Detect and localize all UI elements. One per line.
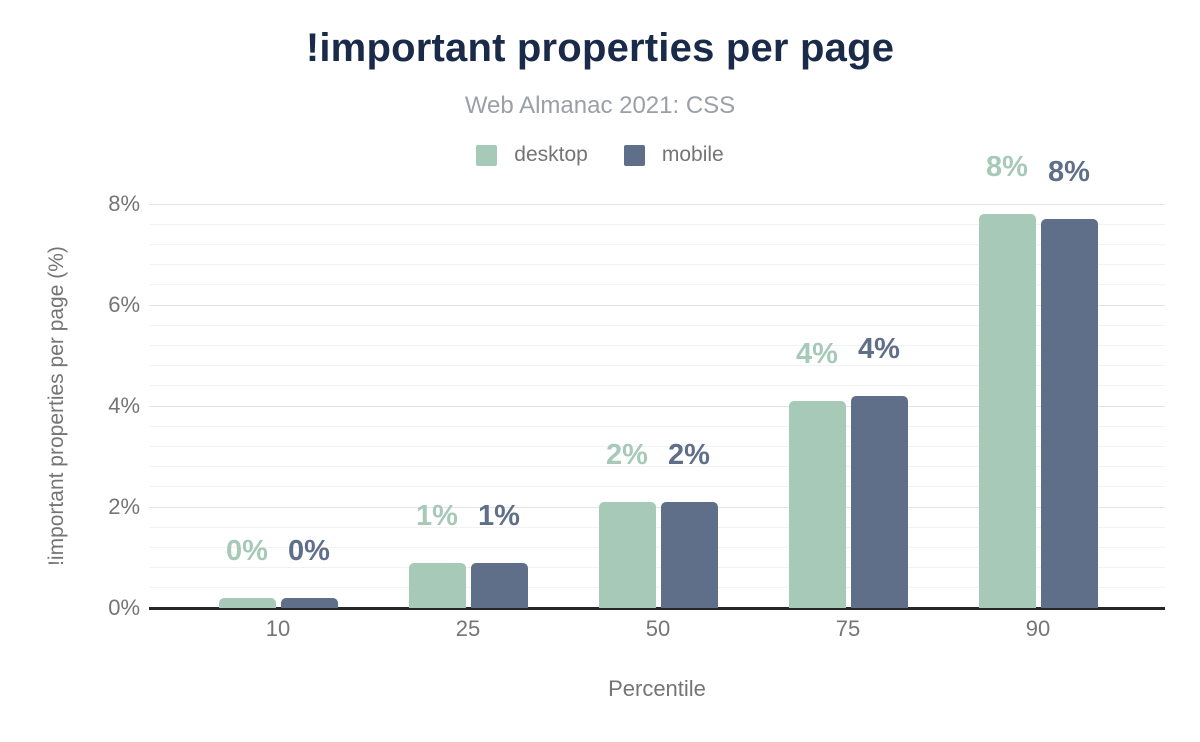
- bar-label-mobile-p50: 2%: [668, 438, 710, 471]
- gridline-major: [149, 304, 1165, 306]
- bar-desktop-p50: [598, 501, 656, 608]
- x-axis-title: Percentile: [608, 676, 706, 701]
- x-tick-label-10: 10: [265, 616, 291, 641]
- x-tick-label-90: 90: [1025, 616, 1051, 641]
- gridline-minor: [149, 223, 1165, 225]
- x-tick-label-25: 25: [455, 616, 481, 641]
- bar-label-desktop-p50: 2%: [606, 438, 648, 471]
- gridline-minor: [149, 385, 1165, 387]
- bar-label-mobile-p75: 4%: [858, 332, 900, 365]
- gridline-major: [149, 203, 1165, 205]
- y-tick-label-2pct: 2%: [108, 494, 140, 519]
- y-tick-label-6pct: 6%: [108, 292, 140, 317]
- y-tick-label-8pct: 8%: [108, 191, 140, 216]
- gridline-minor: [149, 445, 1165, 447]
- bar-mobile-p10: [280, 597, 338, 608]
- mobile-legend-label: mobile: [661, 143, 724, 166]
- bar-label-desktop-p25: 1%: [416, 499, 458, 532]
- gridline-minor: [149, 486, 1165, 488]
- bar-label-mobile-p10: 0%: [288, 534, 330, 567]
- gridline-minor: [149, 466, 1165, 468]
- y-tick-label-0pct: 0%: [108, 595, 140, 620]
- bar-label-mobile-p25: 1%: [478, 499, 520, 532]
- gridline-minor: [149, 526, 1165, 528]
- gridline-minor: [149, 264, 1165, 266]
- gridline-minor: [149, 546, 1165, 548]
- x-axis-line: [149, 607, 1165, 610]
- plot-area: 0% 0% 1% 1% 2% 2% 4% 4% 8% 8%: [149, 153, 1165, 610]
- gridline-major: [149, 405, 1165, 407]
- bar-label-desktop-p75: 4%: [796, 337, 838, 370]
- gridline-minor: [149, 344, 1165, 346]
- bar-mobile-p50: [660, 501, 718, 608]
- desktop-legend-label: desktop: [514, 143, 588, 166]
- bar-mobile-p75: [850, 395, 908, 608]
- chart-subtitle: Web Almanac 2021: CSS: [464, 92, 736, 119]
- gridline-minor: [149, 243, 1165, 245]
- x-tick-label-75: 75: [835, 616, 861, 641]
- bar-desktop-p90: [978, 214, 1036, 608]
- gridline-minor: [149, 567, 1165, 569]
- bar-label-desktop-p90: 8%: [986, 151, 1028, 184]
- legend-item-mobile: mobile: [623, 143, 724, 167]
- bar-desktop-p75: [788, 400, 846, 608]
- bar-mobile-p90: [1040, 219, 1098, 608]
- bar-desktop-p25: [408, 562, 466, 608]
- chart-title: !important properties per page: [305, 26, 895, 70]
- bar-label-mobile-p90: 8%: [1048, 156, 1090, 189]
- gridline-minor: [149, 324, 1165, 326]
- gridline-minor: [149, 425, 1165, 427]
- gridline-minor: [149, 365, 1165, 367]
- legend-item-desktop: desktop: [476, 143, 588, 167]
- mobile-legend-swatch: [623, 144, 645, 166]
- bar-desktop-p10: [218, 597, 276, 608]
- x-tick-label-50: 50: [645, 616, 671, 641]
- gridline-minor: [149, 587, 1165, 589]
- legend: desktop mobile: [0, 143, 1200, 167]
- y-tick-label-4pct: 4%: [108, 393, 140, 418]
- desktop-legend-swatch: [476, 144, 498, 166]
- bar-mobile-p25: [470, 562, 528, 608]
- gridline-minor: [149, 284, 1165, 286]
- bar-label-desktop-p10: 0%: [226, 534, 268, 567]
- gridline-major: [149, 506, 1165, 508]
